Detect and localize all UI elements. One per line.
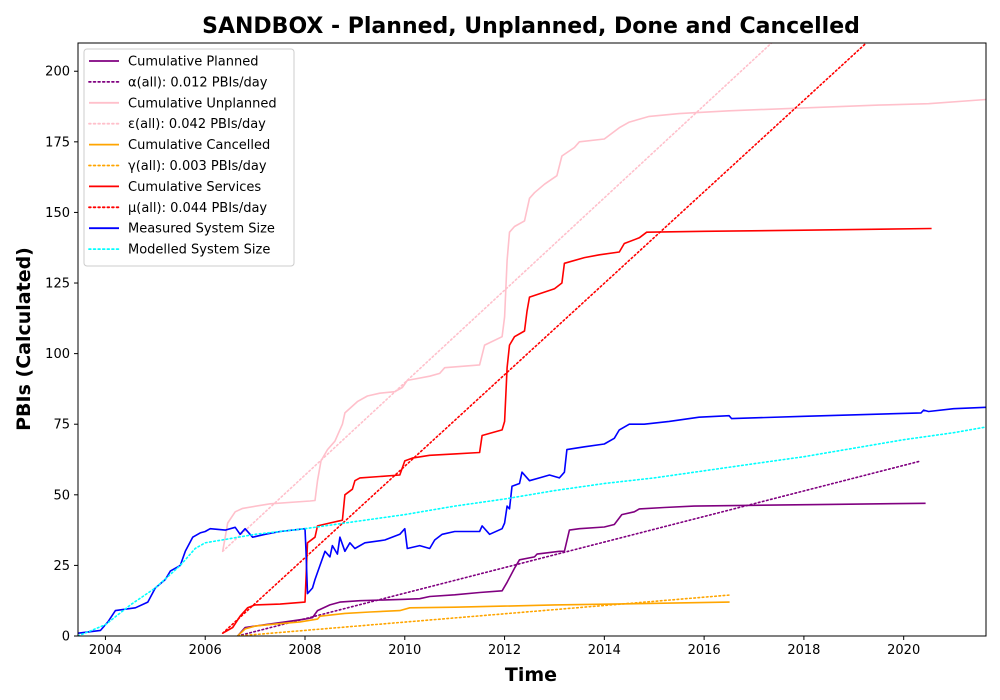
y-tick-label: 175 <box>45 135 70 150</box>
x-tick-label: 2010 <box>388 643 421 658</box>
series-line-cumulative-unplanned <box>221 98 986 552</box>
x-tick-label: 2006 <box>189 643 222 658</box>
series-line-all-0-044-pbis-day <box>221 43 868 634</box>
legend-label: α(all): 0.012 PBIs/day <box>128 75 268 90</box>
legend-label: Cumulative Unplanned <box>128 96 277 111</box>
plot-frame <box>77 42 987 637</box>
x-tick-label: 2004 <box>89 643 122 658</box>
series-line-measured-system-size <box>78 406 986 634</box>
series-line-modelled-system-size <box>78 426 986 636</box>
series-line-all-0-012-pbis-day <box>236 460 922 636</box>
chart-title: SANDBOX - Planned, Unplanned, Done and C… <box>202 14 860 39</box>
series-line-cumulative-services <box>222 227 932 634</box>
x-tick-label: 2018 <box>787 643 820 658</box>
y-tick-label: 25 <box>53 559 70 574</box>
y-tick-label: 150 <box>45 206 70 221</box>
x-axis-label: Time <box>505 664 557 686</box>
y-axis-label: PBIs (Calculated) <box>13 247 35 431</box>
legend-label: Cumulative Planned <box>128 55 258 70</box>
legend-label: μ(all): 0.044 PBIs/day <box>128 201 267 216</box>
series-line-cumulative-cancelled <box>237 601 730 636</box>
y-tick-label: 75 <box>53 418 70 433</box>
legend: Cumulative Planned α(all): 0.012 PBIs/day… <box>83 48 295 267</box>
legend-label: Measured System Size <box>128 222 275 237</box>
series-line-cumulative-planned <box>237 502 926 636</box>
axes-layer: 2004 2006 2008 2010 2012 2014 2016 2018 2020 0 25 5… <box>45 42 987 658</box>
y-tick-label: 200 <box>45 65 70 80</box>
legend-label: γ(all): 0.003 PBIs/day <box>128 159 267 174</box>
x-tick-label: 2008 <box>288 643 321 658</box>
x-tick-label: 2012 <box>488 643 521 658</box>
y-tick-label: 100 <box>45 347 70 362</box>
x-tick-label: 2016 <box>688 643 721 658</box>
legend-box <box>83 48 295 267</box>
series-line-all-0-042-pbis-day <box>221 43 773 553</box>
legend-label: Modelled System Size <box>128 243 270 258</box>
legend-label: Cumulative Cancelled <box>128 138 270 153</box>
legend-label: Cumulative Services <box>128 180 261 195</box>
series-layer <box>78 43 986 636</box>
x-tick-label: 2020 <box>887 643 920 658</box>
y-tick-label: 125 <box>45 277 70 292</box>
y-tick-label: 50 <box>53 488 70 503</box>
y-tick-label: 0 <box>62 630 70 645</box>
x-tick-label: 2014 <box>588 643 621 658</box>
series-line-all-0-003-pbis-day <box>236 594 730 636</box>
legend-label: ε(all): 0.042 PBIs/day <box>128 117 266 132</box>
